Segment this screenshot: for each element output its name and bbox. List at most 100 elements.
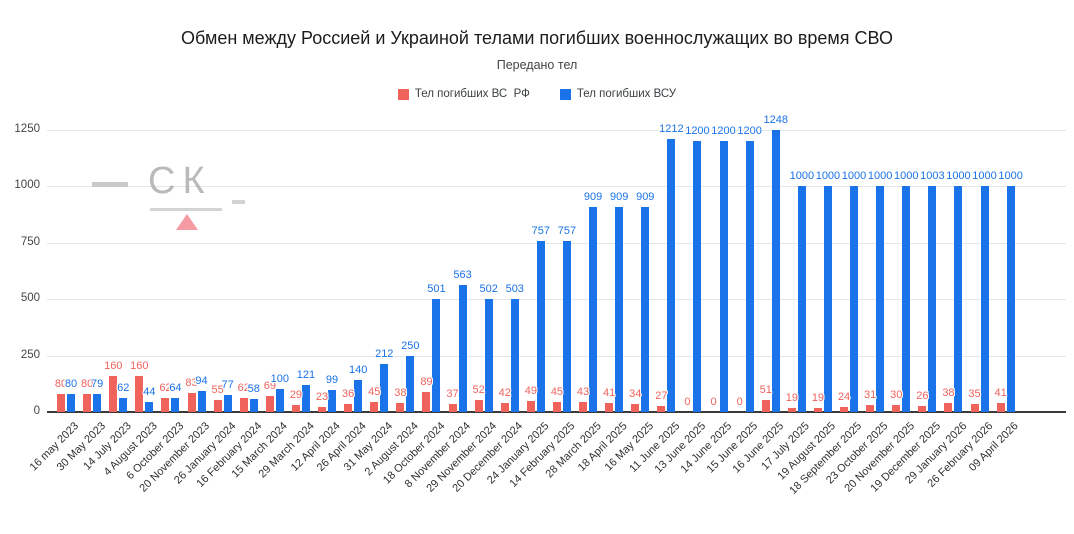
bar-rf — [996, 402, 1005, 412]
value-label-vsu: 1000 — [972, 170, 997, 183]
y-tick-label: 1000 — [14, 179, 40, 192]
bar-vsu — [223, 394, 232, 412]
value-label-rf: 37 — [446, 387, 459, 400]
value-label-vsu: 140 — [348, 364, 368, 377]
value-label-rf: 38 — [394, 387, 407, 400]
value-label-rf: 80 — [54, 377, 68, 390]
value-label-rf: 38 — [942, 387, 955, 400]
value-label-vsu: 77 — [221, 378, 234, 391]
value-label-vsu: 99 — [325, 373, 339, 386]
bar-vsu — [641, 206, 650, 412]
bar-vsu — [249, 398, 258, 412]
value-label-vsu: 64 — [169, 381, 182, 394]
value-label-rf: 160 — [130, 359, 149, 372]
value-label-vsu: 501 — [427, 282, 446, 295]
bar-vsu — [1006, 186, 1015, 412]
value-label-rf: 160 — [104, 359, 123, 372]
bar-vsu — [432, 298, 441, 412]
bar-rf — [318, 406, 327, 412]
bar-rf — [213, 399, 222, 412]
value-label-rf: 89 — [420, 375, 433, 388]
value-label-rf: 45 — [550, 385, 564, 398]
axis-baseline — [47, 411, 1066, 413]
bar-rf — [83, 393, 92, 412]
value-label-vsu: 94 — [195, 374, 208, 387]
bar-vsu — [354, 380, 363, 412]
value-label-vsu: 1200 — [685, 125, 710, 138]
value-label-vsu: 1248 — [763, 114, 788, 127]
value-label-vsu: 757 — [531, 225, 551, 238]
value-label-rf: 19 — [785, 391, 798, 404]
bar-vsu — [954, 186, 963, 412]
bar-vsu — [380, 364, 389, 412]
bar-vsu — [328, 389, 337, 412]
value-label-rf: 52 — [472, 384, 485, 397]
bar-vsu — [615, 206, 624, 412]
watermark-logo: СК — [148, 160, 212, 202]
bar-rf — [109, 375, 118, 412]
value-label-vsu: 1200 — [737, 125, 762, 138]
bar-rf — [813, 407, 822, 412]
value-label-vsu: 44 — [143, 386, 156, 399]
bar-rf — [605, 402, 614, 412]
bar-rf — [370, 401, 379, 412]
value-label-vsu: 1000 — [998, 170, 1023, 183]
bar-rf — [918, 406, 927, 412]
bar-rf — [448, 403, 457, 412]
value-label-vsu: 58 — [247, 382, 260, 395]
bar-vsu — [980, 186, 989, 412]
bar-rf — [892, 405, 901, 412]
legend-item-rf: Тел погибших ВС РФ — [397, 88, 530, 100]
bar-vsu — [197, 390, 206, 412]
value-label-vsu: 909 — [636, 190, 655, 203]
y-gridline — [47, 186, 1066, 188]
value-label-rf: 49 — [524, 384, 537, 397]
value-label-vsu: 909 — [609, 190, 629, 203]
bar-vsu — [458, 284, 467, 412]
value-label-rf: 42 — [498, 386, 511, 399]
bar-rf — [944, 403, 953, 412]
y-tick-label: 0 — [33, 405, 40, 417]
value-label-rf: 0 — [710, 396, 717, 408]
watermark-underline — [150, 208, 222, 211]
value-label-rf: 34 — [629, 388, 642, 401]
value-label-vsu: 1000 — [894, 170, 919, 183]
value-label-vsu: 1003 — [920, 169, 945, 182]
value-label-vsu: 212 — [375, 348, 394, 361]
value-label-vsu: 563 — [453, 268, 472, 281]
bar-rf — [970, 404, 979, 412]
watermark-dash-small — [232, 200, 245, 204]
bar-vsu — [406, 355, 415, 412]
value-label-rf: 27 — [655, 389, 668, 402]
bar-vsu — [536, 241, 545, 412]
value-label-rf: 62 — [237, 382, 250, 394]
value-label-rf: 24 — [837, 390, 851, 403]
bar-rf — [840, 406, 849, 412]
value-label-rf: 83 — [185, 377, 198, 390]
value-label-rf: 35 — [968, 388, 981, 401]
bar-rf — [787, 407, 796, 412]
bar-rf — [291, 405, 300, 412]
bar-vsu — [93, 394, 102, 412]
chart-title: Обмен между Россией и Украиной телами по… — [181, 28, 893, 48]
y-gridline — [47, 299, 1066, 301]
y-gridline — [47, 130, 1066, 131]
value-label-vsu: 502 — [479, 282, 498, 295]
bar-vsu — [510, 298, 519, 412]
bar-rf — [396, 403, 405, 412]
bar-rf — [161, 398, 170, 412]
bar-vsu — [771, 130, 780, 412]
bar-rf — [474, 400, 483, 412]
bar-vsu — [797, 186, 806, 412]
value-label-vsu: 1000 — [841, 170, 867, 183]
value-label-vsu: 79 — [91, 378, 104, 391]
bar-vsu — [484, 298, 493, 412]
value-label-vsu: 1000 — [789, 170, 815, 183]
bar-rf — [579, 402, 588, 412]
watermark-triangle-icon — [176, 214, 198, 230]
value-label-rf: 29 — [289, 389, 303, 402]
bar-rf — [57, 393, 66, 412]
value-label-rf: 62 — [159, 382, 172, 394]
value-label-rf: 23 — [315, 390, 329, 403]
bar-vsu — [745, 141, 754, 412]
